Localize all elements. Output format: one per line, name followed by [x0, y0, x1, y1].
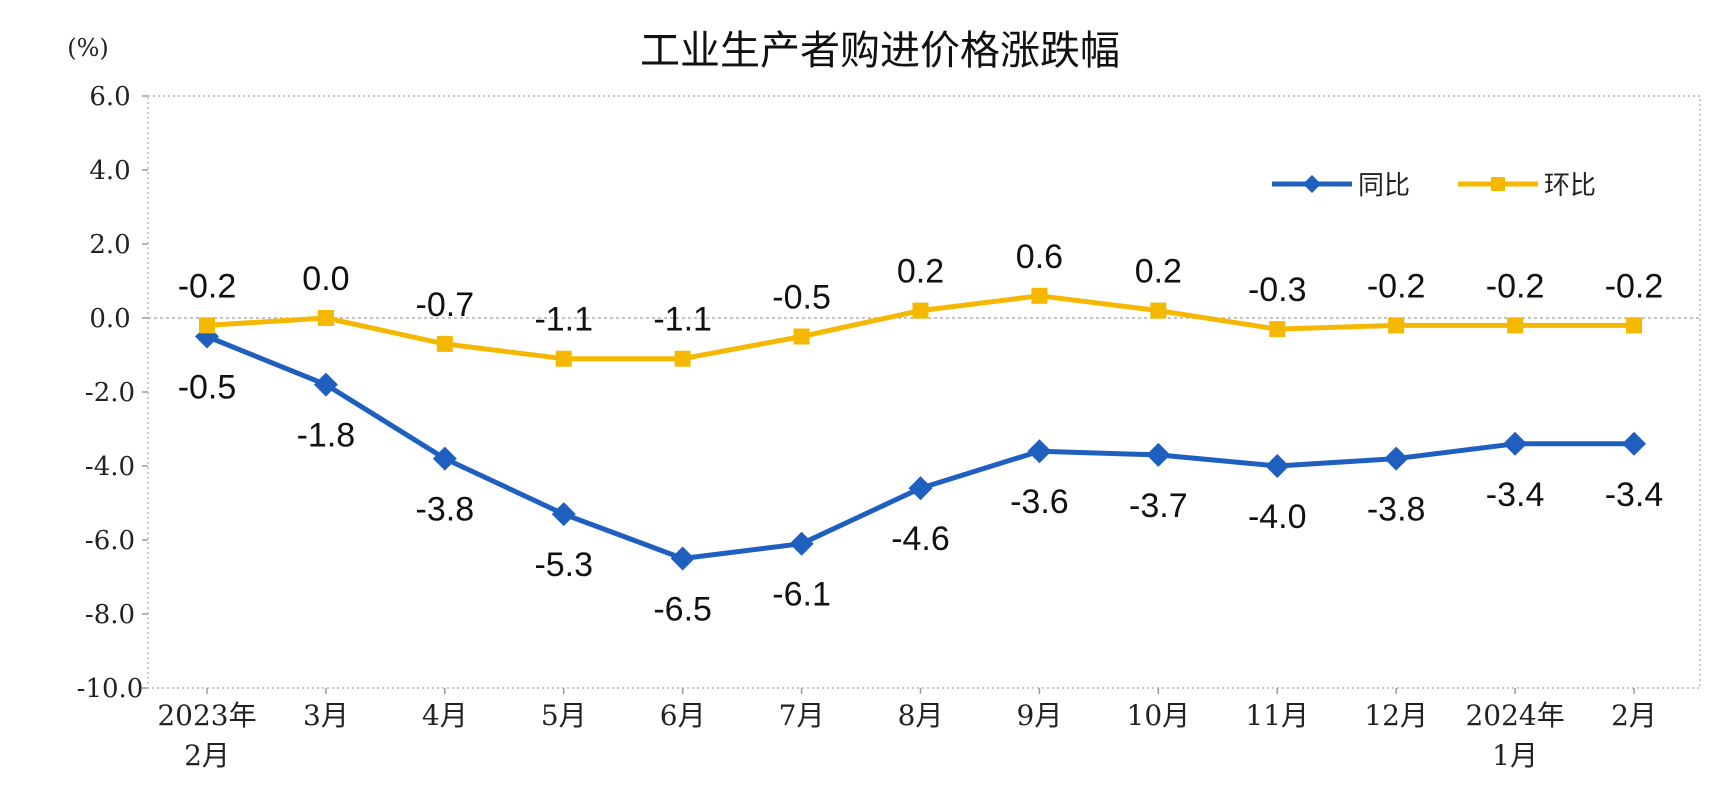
data-point-mom: [199, 317, 215, 334]
x-tick-label: 2月: [1611, 699, 1657, 732]
x-tick-label: 12月: [1364, 699, 1428, 732]
data-label-mom: 0.6: [1016, 238, 1063, 276]
data-point-mom: [1150, 302, 1167, 319]
y-tick-label: 6.0: [89, 82, 130, 112]
y-tick-label: 2.0: [89, 230, 130, 260]
x-tick-label: 1月: [1492, 739, 1538, 772]
data-point-yoy: [551, 502, 576, 527]
data-point-mom: [1626, 317, 1642, 334]
data-point-mom: [793, 328, 810, 345]
data-point-yoy: [1027, 439, 1052, 464]
series-layer: [195, 287, 1646, 571]
data-point-yoy: [1265, 454, 1290, 478]
data-label-yoy: -5.3: [534, 546, 593, 584]
y-tick-label: -2.0: [85, 378, 135, 408]
data-label-yoy: -4.0: [1248, 498, 1307, 536]
x-tick-label: 10月: [1127, 699, 1191, 732]
legend-label-yoy: 同比: [1358, 171, 1410, 201]
x-tick-label: 2024年: [1465, 699, 1564, 732]
data-label-mom: 0.2: [1135, 253, 1182, 291]
y-tick-label: 4.0: [89, 156, 130, 186]
x-tick-label: 9月: [1017, 699, 1063, 732]
x-tick-label: 3月: [303, 699, 349, 732]
data-point-yoy: [313, 372, 338, 397]
data-label-yoy: -3.4: [1605, 476, 1664, 514]
data-point-mom: [1388, 317, 1405, 334]
data-point-mom: [1269, 321, 1286, 338]
data-point-mom: [436, 335, 453, 352]
data-point-yoy: [1384, 446, 1409, 471]
data-label-yoy: -6.5: [653, 591, 712, 629]
data-point-yoy: [789, 531, 814, 556]
y-tick-label: -8.0: [85, 600, 135, 630]
legend-marker-mom: [1491, 177, 1505, 191]
data-point-mom: [555, 350, 572, 367]
y-tick-label: -6.0: [85, 526, 135, 556]
data-label-mom: -0.2: [1486, 267, 1545, 305]
y-axis: 6.0 4.0 2.0 0.0 -2.0 -4.0 -6.0 -8.0 -10.0: [77, 82, 148, 704]
y-axis-unit-label: (%): [67, 34, 109, 62]
x-tick-label: 8月: [898, 699, 944, 732]
data-label-yoy: -6.1: [772, 576, 831, 614]
data-label-yoy: -0.5: [178, 369, 237, 407]
legend-marker-yoy: [1303, 175, 1321, 193]
data-point-yoy: [908, 476, 933, 501]
data-point-yoy: [670, 546, 695, 571]
data-label-yoy: -4.6: [891, 520, 950, 558]
data-label-yoy: -3.7: [1129, 487, 1188, 525]
data-point-yoy: [1503, 431, 1528, 456]
data-label-mom: -0.2: [178, 267, 237, 305]
data-label-mom: -0.7: [416, 286, 475, 324]
x-tick-label: 11月: [1245, 699, 1309, 732]
data-label-mom: -0.3: [1248, 271, 1307, 309]
legend: 同比 环比: [1272, 171, 1596, 201]
x-axis: 2023年 2月 3月 4月 5月 6月 7月 8月 9月 10月 11月 12月 2024年 1月 2月: [157, 688, 1657, 772]
data-label-mom: -1.1: [653, 301, 712, 339]
x-tick-label: 4月: [422, 699, 468, 732]
data-label-yoy: -3.4: [1486, 476, 1545, 514]
y-tick-label: -10.0: [77, 674, 144, 704]
data-label-yoy: -3.8: [1367, 491, 1426, 529]
data-point-mom: [912, 302, 929, 319]
data-label-mom: 0.2: [897, 253, 944, 291]
data-point-yoy: [1622, 431, 1646, 456]
y-tick-label: -4.0: [85, 452, 135, 482]
legend-label-mom: 环比: [1544, 171, 1596, 201]
data-label-mom: 0.0: [302, 260, 349, 298]
data-point-mom: [317, 310, 334, 326]
data-label-mom: -0.2: [1605, 267, 1664, 305]
x-tick-label: 5月: [541, 699, 587, 732]
data-point-mom: [1507, 317, 1524, 334]
data-label-mom: -0.2: [1367, 267, 1426, 305]
x-tick-label: 6月: [660, 699, 706, 732]
data-label-mom: -1.1: [534, 301, 593, 339]
chart-title: 工业生产者购进价格涨跌幅: [640, 28, 1120, 74]
x-tick-label: 2月: [184, 739, 230, 772]
data-point-yoy: [1146, 442, 1171, 467]
data-label-mom: -0.5: [772, 279, 831, 317]
data-point-mom: [674, 350, 691, 367]
data-label-yoy: -3.8: [416, 491, 475, 529]
data-label-yoy: -1.8: [297, 417, 356, 455]
y-tick-label: 0.0: [89, 304, 130, 334]
data-label-yoy: -3.6: [1010, 483, 1069, 521]
x-tick-label: 2023年: [157, 699, 256, 732]
x-tick-label: 7月: [779, 699, 825, 732]
data-point-yoy: [432, 446, 457, 471]
data-labels: -0.5 -1.8 -3.8 -5.3 -6.5 -6.1 -4.6 -3.6 -3.7 -4.0…: [178, 238, 1664, 629]
data-point-mom: [1031, 287, 1048, 304]
